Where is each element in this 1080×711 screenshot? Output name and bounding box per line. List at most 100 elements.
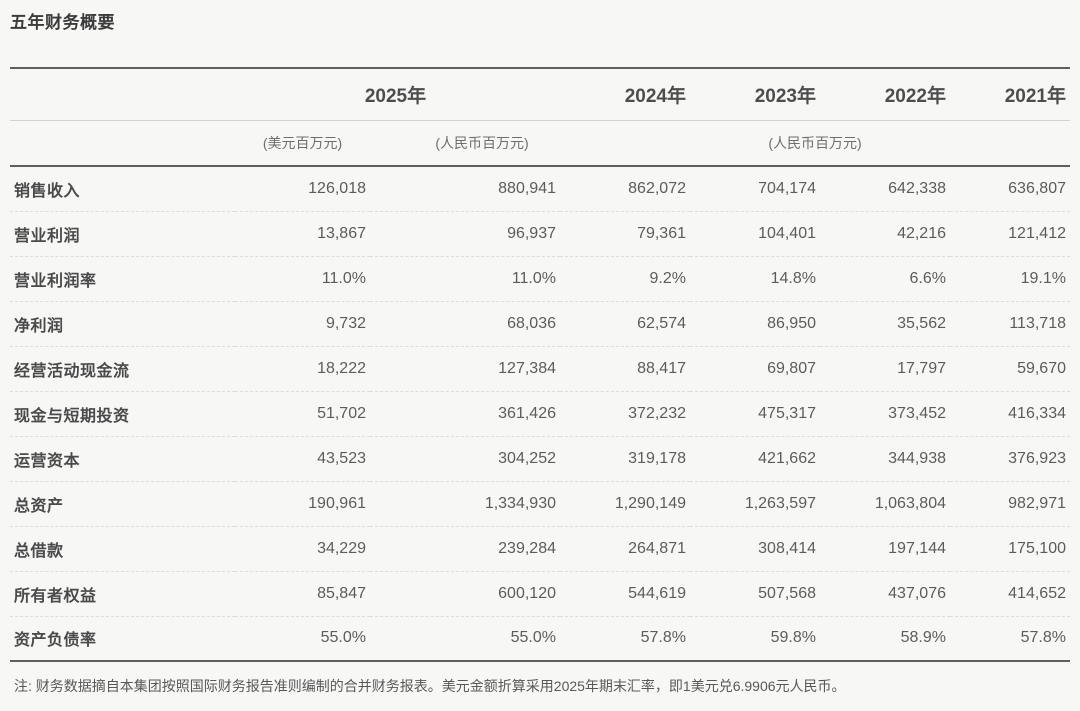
cell-2022: 373,452 <box>820 390 950 436</box>
cell-2025-usd: 43,523 <box>235 435 370 481</box>
cell-2021: 416,334 <box>950 390 1070 436</box>
row-label: 所有者权益 <box>10 570 235 616</box>
cell-2025-rmb: 96,937 <box>370 210 560 256</box>
cell-2023: 308,414 <box>690 525 820 571</box>
unit-header-row: (美元百万元) (人民币百万元) (人民币百万元) <box>10 119 1070 167</box>
cell-2025-usd: 13,867 <box>235 210 370 256</box>
cell-2022: 197,144 <box>820 525 950 571</box>
cell-2024: 62,574 <box>560 300 690 346</box>
cell-2024: 544,619 <box>560 570 690 616</box>
cell-2023: 14.8% <box>690 255 820 301</box>
unit-header-rmb: (人民币百万元) <box>560 119 1070 167</box>
year-header-2021: 2021年 <box>950 67 1070 120</box>
table-row: 净利润 9,732 68,036 62,574 86,950 35,562 11… <box>10 300 1070 346</box>
row-label: 总资产 <box>10 480 235 526</box>
cell-2021: 175,100 <box>950 525 1070 571</box>
cell-2025-rmb: 11.0% <box>370 255 560 301</box>
cell-2025-usd: 190,961 <box>235 480 370 526</box>
cell-2025-usd: 11.0% <box>235 255 370 301</box>
unit-header-usd-2025: (美元百万元) <box>235 119 370 167</box>
cell-2021: 59,670 <box>950 345 1070 391</box>
cell-2022: 17,797 <box>820 345 950 391</box>
cell-2021: 636,807 <box>1008 179 1066 197</box>
cell-2025-usd: 51,702 <box>235 390 370 436</box>
unit-header-rmb-2025: (人民币百万元) <box>370 119 560 167</box>
row-label: 经营活动现金流 <box>10 345 235 391</box>
year-header-2023: 2023年 <box>690 67 820 120</box>
table-body: 销售收入 126,018 880,941 862,072 704,174 642… <box>10 166 1070 662</box>
cell-2021: 57.8% <box>950 615 1070 662</box>
cell-2024: 79,361 <box>560 210 690 256</box>
cell-2023: 104,401 <box>690 210 820 256</box>
table-row: 营业利润 13,867 96,937 79,361 104,401 42,216… <box>10 210 1070 256</box>
cell-2023: 421,662 <box>690 435 820 481</box>
cell-2022: 1,063,804 <box>820 480 950 526</box>
table-row: 总借款 34,229 239,284 264,871 308,414 197,1… <box>10 525 1070 571</box>
footnote: 注: 财务数据摘自本集团按照国际财务报告准则编制的合并财务报表。美元金额折算采用… <box>14 678 846 694</box>
cell-2021: 113,718 <box>950 300 1070 346</box>
cell-2025-rmb: 55.0% <box>370 615 560 662</box>
cell-2025-usd: 55.0% <box>235 615 370 662</box>
year-header-2025: 2025年 <box>235 67 560 120</box>
table-row: 现金与短期投资 51,702 361,426 372,232 475,317 3… <box>10 390 1070 436</box>
row-label: 总借款 <box>10 525 235 571</box>
cell-2025-rmb: 127,384 <box>370 345 560 391</box>
cell-2025-usd: 85,847 <box>235 570 370 616</box>
table-header: 2025年 2024年 2023年 2022年 2021年 (美元百万元) (人… <box>10 67 1070 167</box>
row-label: 现金与短期投资 <box>10 390 235 436</box>
corner-cell <box>10 119 235 167</box>
table-row: 营业利润率 11.0% 11.0% 9.2% 14.8% 6.6% 19.1% <box>10 255 1070 301</box>
cell-2022: 42,216 <box>820 210 950 256</box>
cell-2021: 121,412 <box>950 210 1070 256</box>
cell-2025-rmb: 880,941 <box>498 179 556 197</box>
cell-2023: 69,807 <box>690 345 820 391</box>
cell-2021: 414,652 <box>950 570 1070 616</box>
row-label: 营业利润率 <box>10 255 235 301</box>
cell-2024: 9.2% <box>560 255 690 301</box>
cell-2023: 86,950 <box>690 300 820 346</box>
table-row: 销售收入 126,018 880,941 862,072 704,174 642… <box>10 166 1070 211</box>
cell-2023: 475,317 <box>690 390 820 436</box>
row-label: 净利润 <box>10 300 235 346</box>
row-label: 资产负债率 <box>10 615 235 662</box>
cell-2022: 437,076 <box>820 570 950 616</box>
cell-2023: 507,568 <box>690 570 820 616</box>
cell-2023: 704,174 <box>758 179 816 197</box>
cell-2022: 58.9% <box>820 615 950 662</box>
cell-2025-usd: 18,222 <box>235 345 370 391</box>
year-header-2022: 2022年 <box>820 67 950 120</box>
corner-cell <box>10 67 235 120</box>
cell-2021: 19.1% <box>950 255 1070 301</box>
cell-2025-rmb: 600,120 <box>370 570 560 616</box>
cell-2025-usd: 9,732 <box>235 300 370 346</box>
cell-2025-usd: 34,229 <box>235 525 370 571</box>
cell-2022: 6.6% <box>820 255 950 301</box>
cell-2021: 376,923 <box>950 435 1070 481</box>
cell-2025-rmb: 361,426 <box>370 390 560 436</box>
cell-2022: 35,562 <box>820 300 950 346</box>
table-row: 总资产 190,961 1,334,930 1,290,149 1,263,59… <box>10 480 1070 526</box>
row-label: 运营资本 <box>10 435 235 481</box>
cell-2024: 319,178 <box>560 435 690 481</box>
cell-2025-usd: 126,018 <box>308 179 366 197</box>
five-year-financial-table: 2025年 2024年 2023年 2022年 2021年 (美元百万元) (人… <box>10 67 1070 662</box>
table-row: 经营活动现金流 18,222 127,384 88,417 69,807 17,… <box>10 345 1070 391</box>
cell-2023: 59.8% <box>690 615 820 662</box>
table-row: 运营资本 43,523 304,252 319,178 421,662 344,… <box>10 435 1070 481</box>
cell-2022: 642,338 <box>888 179 946 197</box>
cell-2024: 862,072 <box>628 179 686 197</box>
cell-2025-rmb: 239,284 <box>370 525 560 571</box>
table-row: 所有者权益 85,847 600,120 544,619 507,568 437… <box>10 570 1070 616</box>
table-row: 资产负债率 55.0% 55.0% 57.8% 59.8% 58.9% 57.8… <box>10 615 1070 662</box>
row-label: 营业利润 <box>10 210 235 256</box>
cell-2024: 88,417 <box>560 345 690 391</box>
cell-2025-rmb: 304,252 <box>370 435 560 481</box>
cell-2025-rmb: 1,334,930 <box>370 480 560 526</box>
cell-2024: 264,871 <box>560 525 690 571</box>
cell-2024: 372,232 <box>560 390 690 436</box>
cell-2023: 1,263,597 <box>690 480 820 526</box>
footnote-section: 注: 财务数据摘自本集团按照国际财务报告准则编制的合并财务报表。美元金额折算采用… <box>10 662 1070 711</box>
cell-2025-rmb: 68,036 <box>370 300 560 346</box>
page-title: 五年财务概要 <box>10 13 115 32</box>
